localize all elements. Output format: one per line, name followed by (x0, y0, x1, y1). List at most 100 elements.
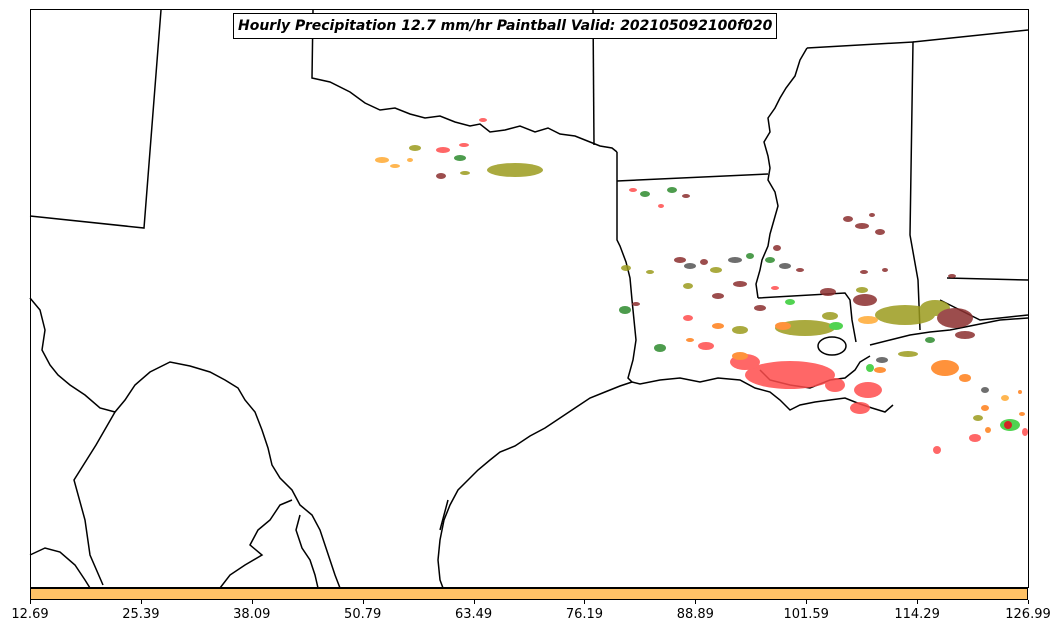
precip-cell (860, 270, 868, 274)
map-frame (30, 9, 1029, 588)
florida-panhandle (939, 299, 1029, 321)
precip-cell (682, 194, 690, 198)
precip-cells (375, 118, 1028, 454)
precip-cell (710, 267, 722, 273)
precip-cell (674, 257, 686, 263)
precip-cell (654, 344, 666, 352)
texas-coastline (437, 381, 633, 589)
precip-cell (855, 223, 869, 229)
texas-barrier-island (439, 499, 449, 531)
precip-cell (796, 268, 804, 272)
precip-cell (785, 299, 795, 305)
precip-cell (820, 288, 836, 296)
precip-cell (854, 382, 882, 398)
precip-cell (969, 434, 981, 442)
precip-cell (825, 378, 845, 392)
precip-cell (874, 367, 886, 373)
mexico-state-line-1 (73, 411, 116, 586)
precip-cell (771, 286, 779, 290)
precip-cell (898, 351, 918, 357)
map-title: Hourly Precipitation 12.7 mm/hr Paintbal… (233, 13, 778, 39)
precip-cell (658, 204, 664, 208)
colorbar-tick (584, 600, 585, 604)
precip-cell (933, 446, 941, 454)
precip-cell (732, 352, 748, 360)
precip-cell (459, 143, 469, 147)
colorbar (30, 588, 1028, 600)
precip-cell (728, 257, 742, 263)
precip-cell (390, 164, 400, 168)
mexico-state-line-2 (29, 547, 91, 589)
colorbar-tick-label: 126.99 (1005, 607, 1051, 622)
precip-cell (621, 265, 631, 271)
precip-cell (698, 342, 714, 350)
precip-cell (732, 326, 748, 334)
precip-cell (632, 302, 640, 306)
precip-cell (869, 213, 875, 217)
colorbar-tick (252, 600, 253, 604)
boundaries (29, 9, 1029, 589)
precip-cell (775, 320, 835, 336)
mexico-state-line-4 (295, 514, 319, 589)
precip-cell (640, 191, 650, 197)
precip-cell (773, 245, 781, 251)
precip-cell (959, 374, 971, 382)
state-border-la-ms (757, 292, 857, 343)
colorbar-tick-label: 76.19 (565, 607, 604, 622)
precip-cell (686, 338, 694, 342)
lake-pontchartrain (817, 336, 847, 356)
precip-cell (985, 427, 991, 433)
precip-cell (955, 331, 975, 339)
state-border-tx-la (616, 152, 637, 383)
precip-cell (876, 357, 888, 363)
precip-cell (925, 337, 935, 343)
precip-cell (973, 415, 983, 421)
state-border-ga (946, 277, 1029, 281)
precip-cell (745, 361, 835, 389)
precip-cell (1022, 428, 1028, 436)
precip-cell (765, 257, 775, 263)
precip-cell (937, 308, 973, 328)
rio-grande (29, 297, 341, 589)
precip-cell (822, 312, 838, 320)
mississippi-river (755, 47, 808, 299)
mexico-state-line-3 (219, 499, 293, 589)
precip-cell (1004, 421, 1012, 429)
precip-cell (754, 305, 766, 311)
colorbar-tick (917, 600, 918, 604)
colorbar-tick (1028, 600, 1029, 604)
precip-cell (882, 268, 888, 272)
precip-cell (684, 263, 696, 269)
precip-cell (683, 315, 693, 321)
colorbar-tick (141, 600, 142, 604)
precip-cell (700, 259, 708, 265)
colorbar-tick (30, 600, 31, 604)
colorbar-tick-label: 88.89 (676, 607, 714, 622)
colorbar-tick-label: 50.79 (344, 607, 382, 622)
precip-cell (487, 163, 543, 177)
precip-cell (1019, 412, 1025, 416)
colorbar-tick-label: 38.09 (233, 607, 271, 622)
colorbar-tick-label: 12.69 (11, 607, 49, 622)
precip-cell (646, 270, 654, 274)
state-border-nm-east (29, 9, 162, 229)
precip-cell (733, 281, 747, 287)
colorbar-tick (363, 600, 364, 604)
precip-cell (981, 387, 989, 393)
precip-cell (1018, 390, 1022, 394)
precip-cell (436, 173, 446, 179)
precip-cell (436, 147, 450, 153)
mississippi-coast (869, 317, 1029, 346)
precip-cell (375, 157, 389, 163)
precip-cell (856, 287, 868, 293)
precip-cell (850, 402, 870, 414)
precip-cell (407, 158, 413, 162)
colorbar-tick (474, 600, 475, 604)
precip-cell (843, 216, 853, 222)
precip-cell (866, 364, 874, 372)
precip-cell (829, 322, 843, 330)
precip-cell (479, 118, 487, 122)
precip-cell (629, 188, 637, 192)
precip-cell (683, 283, 693, 289)
precip-cell (460, 171, 470, 175)
